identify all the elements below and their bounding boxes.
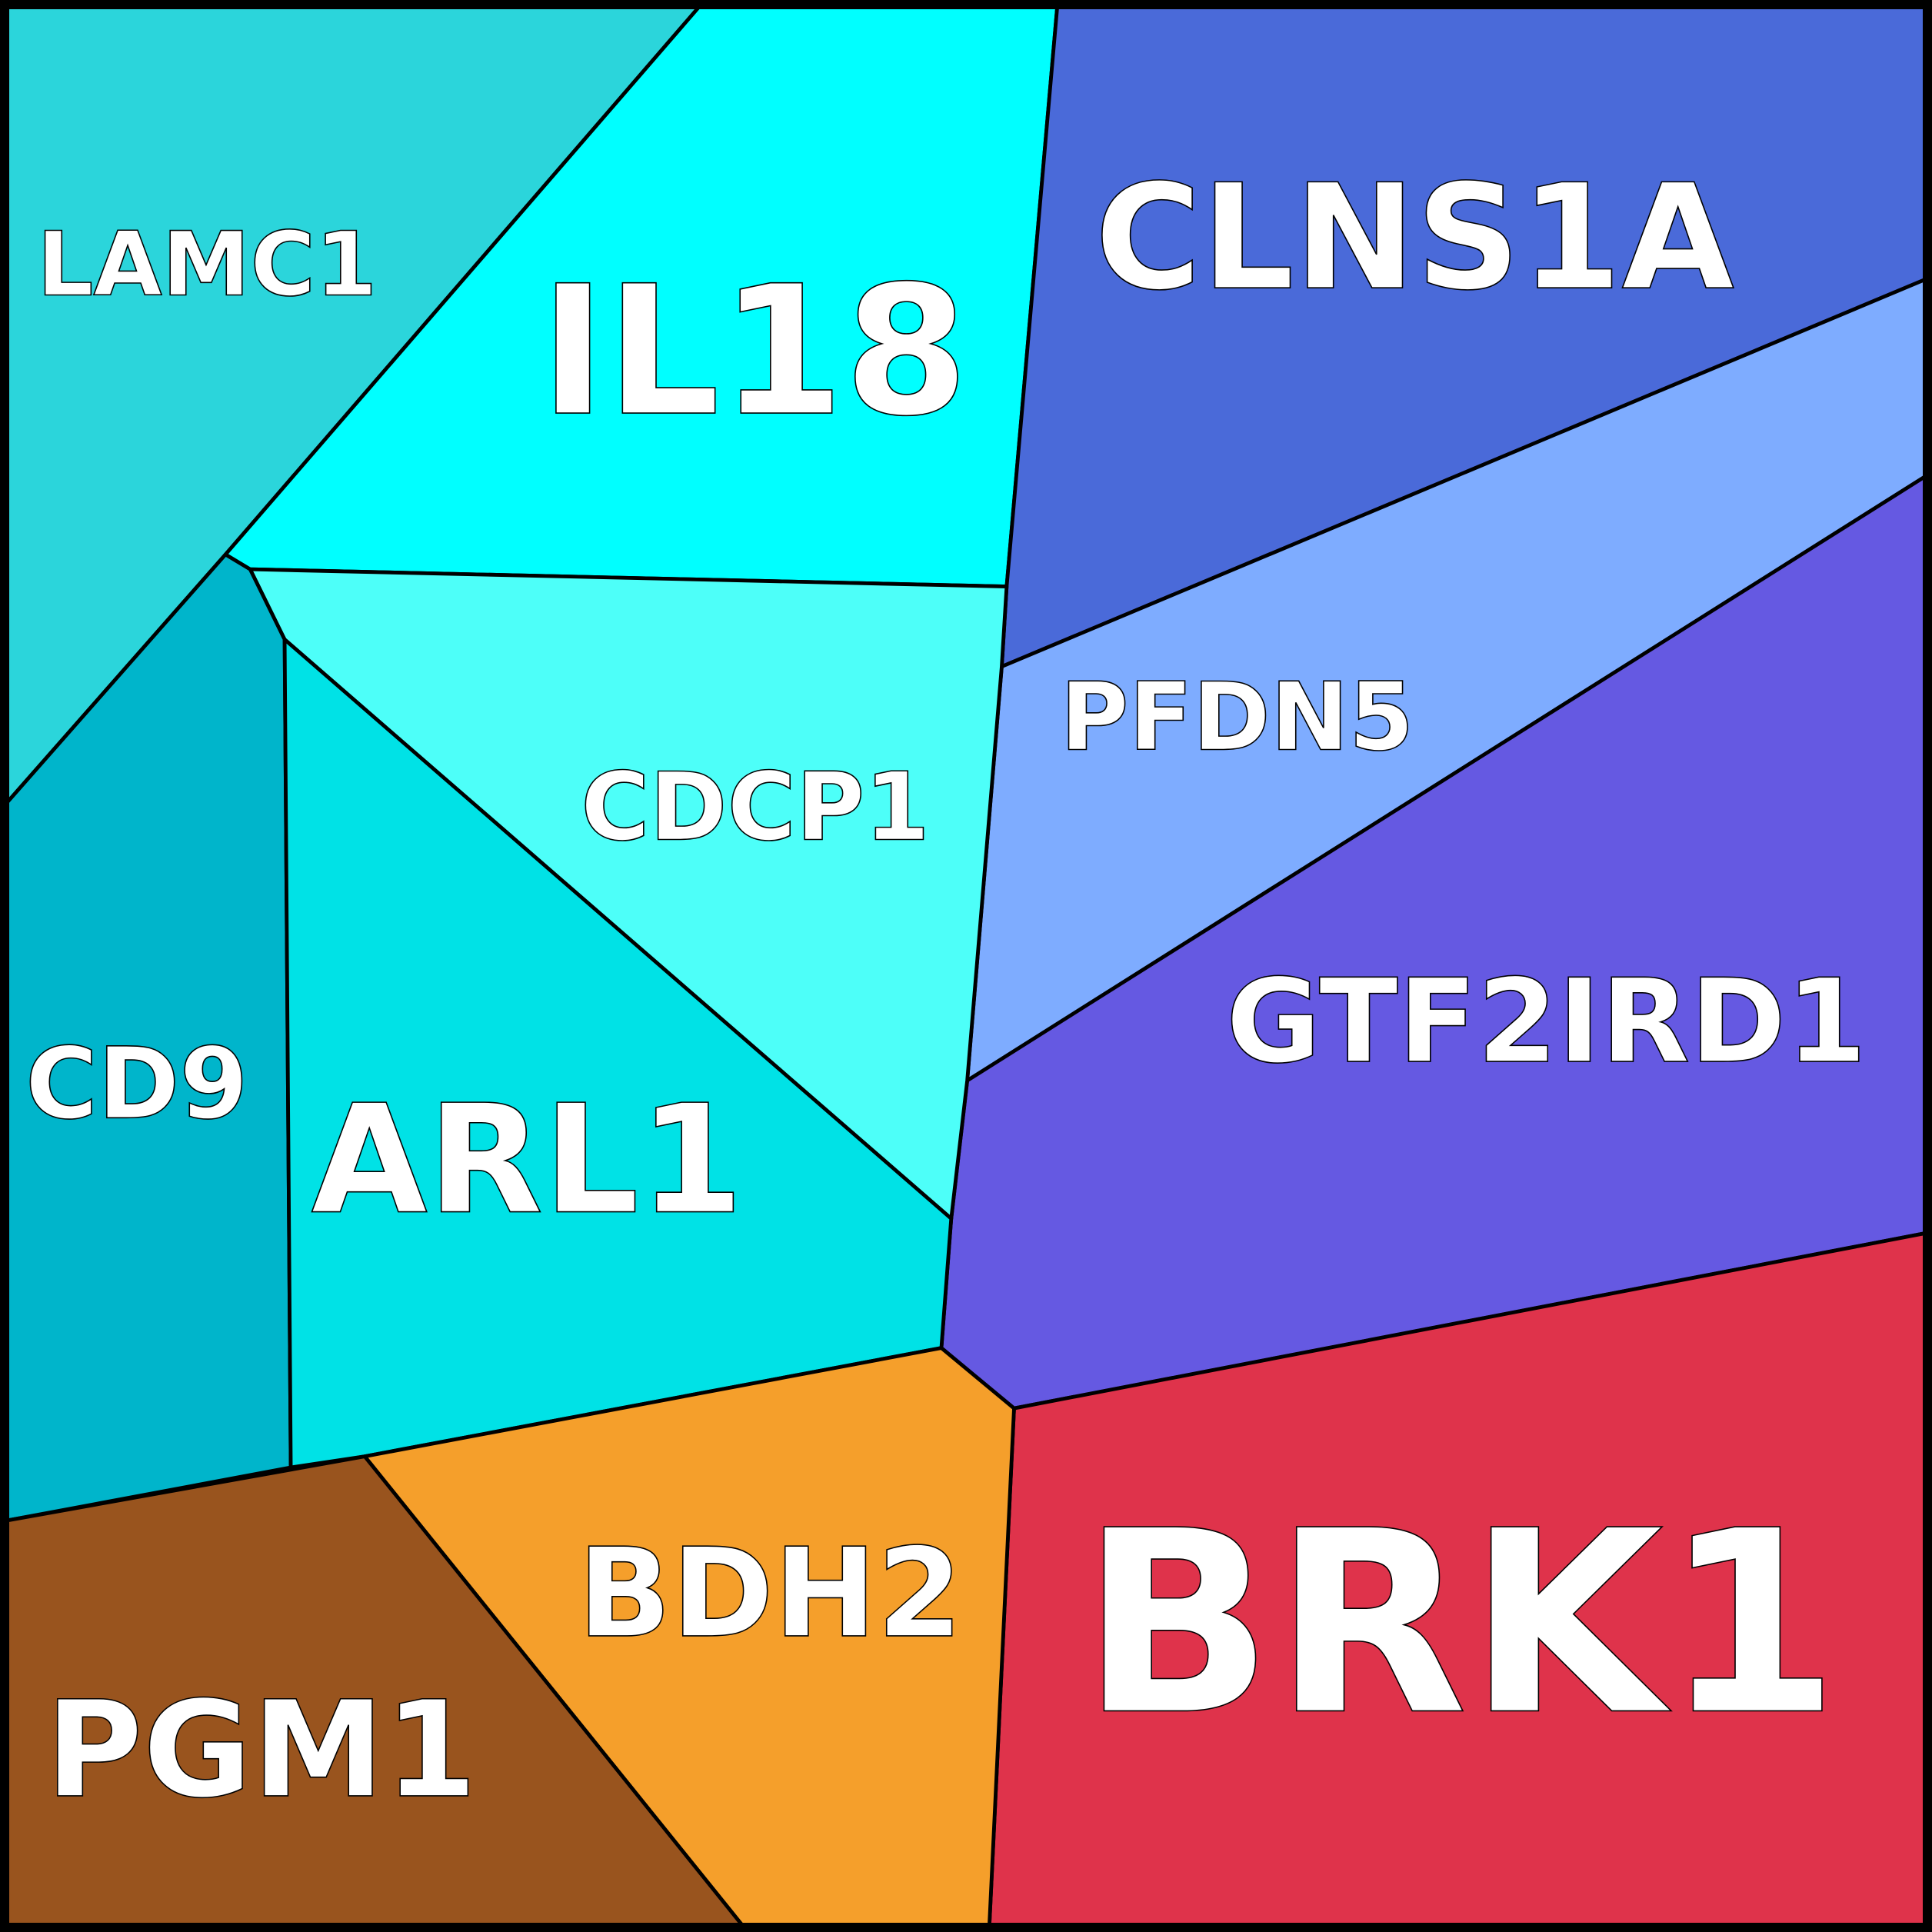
- cell-label: BRK1: [1081, 1477, 1839, 1770]
- cells: [5, 5, 1927, 1927]
- cell-label: LAMC1: [37, 213, 377, 316]
- cell-label: ARL1: [311, 1074, 744, 1248]
- cell-label: PFDN5: [1060, 662, 1414, 771]
- labels: LAMC1 IL18 CLNS1A PFDN5 GTF2IRD1 CDCP1 C…: [25, 152, 1867, 1827]
- cell-label: CDCP1: [581, 752, 930, 861]
- cell-label: IL18: [540, 247, 969, 455]
- cell-label: BDH2: [578, 1521, 963, 1665]
- cell-label: GTF2IRD1: [1226, 954, 1867, 1089]
- cell-label: CD9: [25, 1027, 248, 1141]
- cell-label: CLNS1A: [1094, 153, 1734, 322]
- cell-label: PGM1: [45, 1672, 477, 1827]
